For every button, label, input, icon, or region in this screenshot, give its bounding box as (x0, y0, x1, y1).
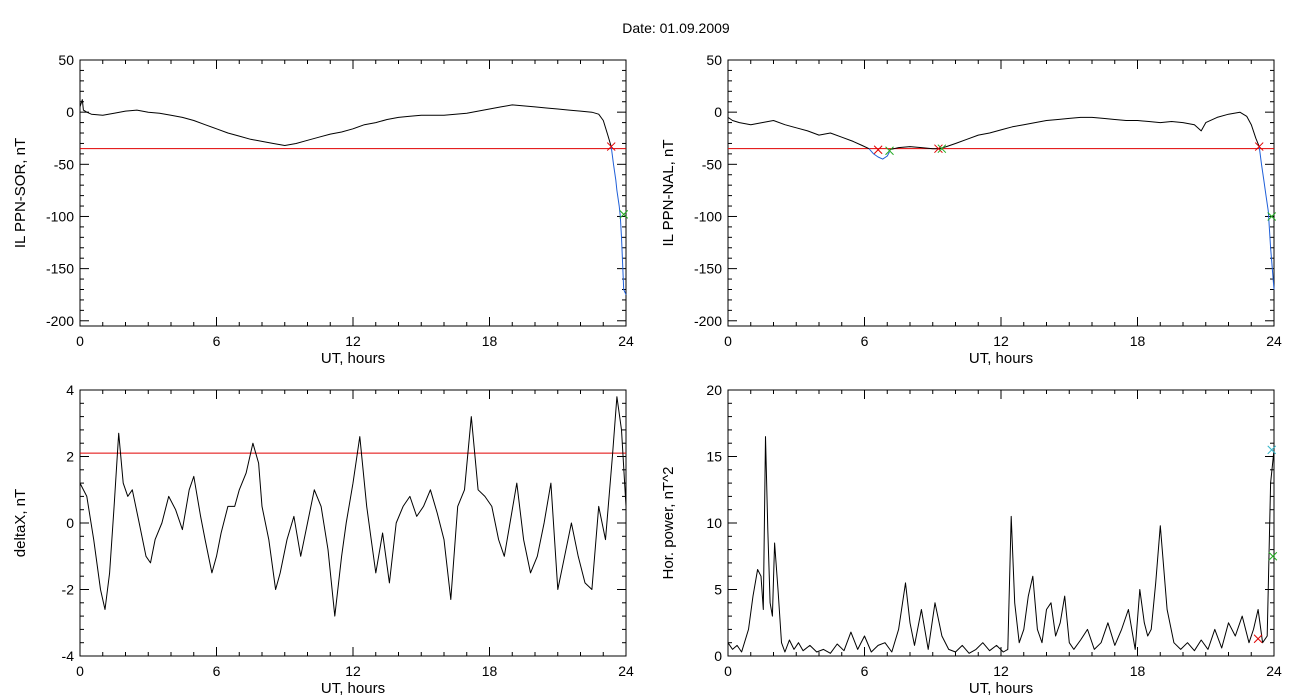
x-marker (1267, 212, 1277, 221)
figure-title: Date: 01.09.2009 (622, 20, 730, 36)
chart-panel-3: 0 6 12 18 24 4 2 0 -2 -4 UT, hours deltaX, nT (12, 382, 634, 697)
x-marker (1254, 142, 1264, 151)
chart-panel-1: 0 6 12 18 24 50 0 -50 -100 -150 -200 UT, hours IL PP… (12, 52, 634, 367)
x-axis-label: UT, hours (321, 350, 385, 367)
chart-panel-2: 0 6 12 18 24 50 0 -50 -100 -150 -200 UT, hours IL PP… (660, 52, 1282, 367)
series-line-1 (727, 436, 1275, 654)
series-line-2 (868, 148, 890, 160)
y-tick-label: -100 (694, 208, 722, 224)
y-tick-label: -150 (694, 261, 722, 277)
y-tick-label: 2 (66, 449, 74, 465)
x-marker (606, 142, 616, 151)
x-marker-stroke (934, 144, 943, 154)
x-tick-label: 12 (993, 333, 1009, 349)
x-tick-label: 18 (482, 663, 498, 679)
y-tick-label: 0 (66, 515, 74, 531)
y-tick-label: 4 (66, 382, 74, 398)
x-marker-stroke (937, 144, 947, 154)
x-marker-stroke (1254, 142, 1264, 151)
x-tick-label: 0 (724, 663, 732, 679)
y-tick-label: -100 (46, 208, 74, 224)
x-tick-label: 18 (482, 333, 498, 349)
x-marker (885, 146, 894, 156)
series-line-2 (610, 146, 627, 295)
y-tick-label: 15 (706, 449, 722, 465)
y-axis-label: deltaX, nT (12, 489, 29, 557)
x-tick-label: 24 (618, 663, 634, 679)
y-tick-label: 20 (706, 382, 722, 398)
plot-frame (727, 389, 1275, 657)
x-axis-label: UT, hours (969, 350, 1033, 367)
y-tick-label: -50 (54, 156, 74, 172)
x-marker-stroke (1267, 212, 1277, 221)
series-line-1 (79, 99, 612, 147)
series-line-1 (727, 116, 870, 150)
plot-frame (727, 59, 1275, 327)
x-marker (1253, 634, 1263, 644)
x-tick-label: 24 (1266, 333, 1282, 349)
x-tick-label: 0 (76, 333, 84, 349)
x-marker-stroke (1268, 551, 1278, 561)
chart-panel-4: 0 6 12 18 24 20 15 10 5 0 UT, hours Hor. power, nT^… (660, 382, 1282, 697)
x-tick-label: 6 (861, 663, 869, 679)
series-line-4 (1258, 146, 1275, 290)
y-axis-label: Hor. power, nT^2 (660, 467, 677, 580)
y-tick-label: 50 (706, 52, 722, 68)
y-tick-label: 0 (714, 104, 722, 120)
y-tick-label: 10 (706, 515, 722, 531)
x-marker-stroke (1253, 634, 1263, 644)
x-tick-label: 18 (1130, 663, 1146, 679)
y-tick-label: 0 (714, 648, 722, 664)
y-tick-label: -200 (694, 313, 722, 329)
x-marker-stroke (1267, 445, 1277, 455)
x-axis-label: UT, hours (321, 680, 385, 697)
y-axis-label: IL PPN-NAL, nT (660, 140, 677, 247)
x-marker (1268, 551, 1278, 561)
y-tick-label: -50 (702, 156, 722, 172)
x-tick-label: 12 (993, 663, 1009, 679)
x-marker (1267, 445, 1277, 455)
series-line-3 (889, 111, 1260, 151)
x-tick-label: 24 (618, 333, 634, 349)
x-marker (937, 144, 947, 154)
y-tick-label: -2 (62, 582, 75, 598)
y-tick-label: 50 (58, 52, 74, 68)
x-axis-label: UT, hours (969, 680, 1033, 697)
x-tick-label: 6 (861, 333, 869, 349)
x-tick-label: 6 (213, 663, 221, 679)
x-marker-stroke (885, 146, 894, 156)
x-marker-stroke (619, 210, 629, 219)
x-marker-stroke (606, 142, 616, 151)
y-tick-label: -200 (46, 313, 74, 329)
x-marker-stroke (873, 145, 883, 155)
x-tick-label: 24 (1266, 663, 1282, 679)
x-marker (934, 144, 943, 154)
x-tick-label: 12 (345, 333, 361, 349)
x-tick-label: 18 (1130, 333, 1146, 349)
x-tick-label: 6 (213, 333, 221, 349)
x-tick-label: 12 (345, 663, 361, 679)
y-tick-label: -150 (46, 261, 74, 277)
y-tick-label: 5 (714, 582, 722, 598)
x-marker (873, 145, 883, 155)
x-tick-label: 0 (76, 663, 84, 679)
plot-frame (79, 59, 627, 327)
series-line-1 (79, 396, 627, 617)
x-marker (619, 210, 629, 219)
x-tick-label: 0 (724, 333, 732, 349)
y-axis-label: IL PPN-SOR, nT (12, 138, 29, 248)
y-tick-label: -4 (62, 648, 75, 664)
y-tick-label: 0 (66, 104, 74, 120)
